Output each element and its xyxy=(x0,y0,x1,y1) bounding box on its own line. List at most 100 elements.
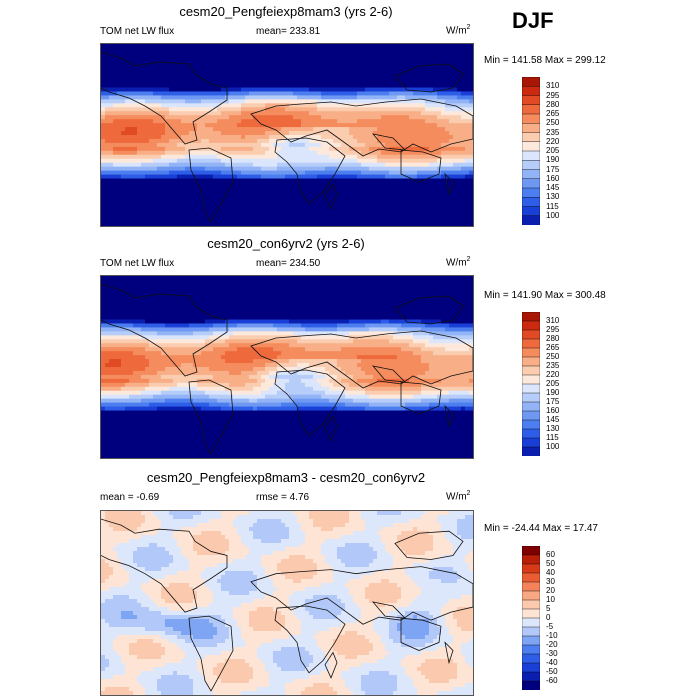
colorbar-tick-label: 295 xyxy=(546,325,560,334)
colorbar-swatch xyxy=(522,563,540,574)
colorbar-swatch xyxy=(522,197,540,208)
panel-2-map xyxy=(100,275,474,459)
colorbar-tick-label: 175 xyxy=(546,164,560,174)
heatmap-field xyxy=(101,276,473,458)
colorbar-swatch xyxy=(522,206,540,217)
colorbar-tick-label: 40 xyxy=(546,568,555,577)
colorbar-swatch xyxy=(522,599,540,610)
colorbar-swatch xyxy=(522,653,540,664)
colorbar-swatch xyxy=(522,178,540,189)
panel-1-variable: TOM net LW flux xyxy=(100,26,175,37)
colorbar-swatch xyxy=(522,160,540,171)
colorbar-swatch xyxy=(522,680,540,690)
colorbar-swatch xyxy=(522,365,540,376)
colorbar-tick-label: 310 xyxy=(546,81,560,91)
colorbar-swatch xyxy=(522,392,540,403)
panel-2-variable: TOM net LW flux xyxy=(100,258,175,269)
colorbar-swatch xyxy=(522,123,540,134)
colorbar-swatch xyxy=(522,437,540,448)
coastlines xyxy=(101,51,473,223)
colorbar-swatch xyxy=(522,383,540,394)
colorbar-swatch xyxy=(522,77,540,87)
colorbar-tick-label: 100 xyxy=(546,210,560,220)
panel-1-mean: mean= 233.81 xyxy=(256,26,321,37)
colorbar-tick-label: 130 xyxy=(546,424,560,433)
colorbar-tick-label: 20 xyxy=(546,586,555,595)
colorbar-swatch xyxy=(522,546,540,556)
panel-1-units: W/m2 xyxy=(446,24,471,37)
panel-3-units: W/m2 xyxy=(446,490,471,503)
colorbar-swatch xyxy=(522,572,540,583)
colorbar-swatch xyxy=(522,590,540,601)
colorbar-swatch xyxy=(522,187,540,198)
colorbar-tick-label: 265 xyxy=(546,109,560,118)
panel-2-minmax: Min = 141.90 Max = 300.48 xyxy=(484,290,606,301)
colorbar-swatch xyxy=(522,671,540,682)
colorbar-swatch xyxy=(522,320,540,331)
colorbar-swatch xyxy=(522,419,540,430)
colorbar-tick-label: -40 xyxy=(546,658,558,667)
colorbar-swatch xyxy=(522,132,540,143)
colorbar-tick-label: 220 xyxy=(546,136,560,146)
colorbar-tick-label: 205 xyxy=(546,146,560,155)
colorbar-tick-label: 130 xyxy=(546,192,560,202)
colorbar-swatch xyxy=(522,312,540,322)
season-label: DJF xyxy=(512,8,554,33)
panel-2-title: cesm20_con6yrv2 (yrs 2-6) xyxy=(207,236,365,251)
panel-2-colorbar xyxy=(522,312,540,456)
colorbar-swatch xyxy=(522,662,540,673)
colorbar-swatch xyxy=(522,86,540,97)
colorbar-swatch xyxy=(522,150,540,161)
coastlines xyxy=(101,283,473,455)
colorbar-swatch xyxy=(522,626,540,637)
colorbar-tick-label: 205 xyxy=(546,379,560,388)
panel-3-rmse: rmse = 4.76 xyxy=(256,492,310,503)
panel-2-units: W/m2 xyxy=(446,256,471,269)
colorbar-tick-label: 235 xyxy=(546,361,560,370)
colorbar-tick-label: 310 xyxy=(546,316,560,325)
panel-1-map xyxy=(100,43,474,227)
colorbar-swatch xyxy=(522,446,540,456)
colorbar-tick-label: 235 xyxy=(546,127,560,137)
colorbar-swatch xyxy=(522,104,540,115)
colorbar-tick-label: 115 xyxy=(546,201,559,211)
colorbar-tick-label: -50 xyxy=(546,667,558,676)
colorbar-swatch xyxy=(522,635,540,646)
colorbar-swatch xyxy=(522,428,540,439)
colorbar-tick-label: 295 xyxy=(546,90,560,100)
colorbar-swatch xyxy=(522,347,540,358)
colorbar-tick-label: 160 xyxy=(546,406,560,415)
panel-1-title: cesm20_Pengfeiexp8mam3 (yrs 2-6) xyxy=(179,4,393,19)
colorbar-tick-label: 160 xyxy=(546,173,560,183)
colorbar-swatch xyxy=(522,608,540,619)
colorbar-tick-label: 60 xyxy=(546,550,555,559)
panel-3-mean: mean = -0.69 xyxy=(100,492,160,503)
colorbar-swatch xyxy=(522,169,540,180)
colorbar-swatch xyxy=(522,356,540,367)
colorbar-tick-label: 280 xyxy=(546,334,560,343)
colorbar-swatch xyxy=(522,215,540,225)
colorbar-tick-label: 145 xyxy=(546,415,560,424)
colorbar-tick-label: -20 xyxy=(546,640,558,649)
colorbar-tick-label: 220 xyxy=(546,370,560,379)
colorbar-swatch xyxy=(522,329,540,340)
colorbar-tick-label: 5 xyxy=(546,604,551,613)
colorbar-tick-label: -5 xyxy=(546,622,554,631)
colorbar-swatch xyxy=(522,581,540,592)
colorbar-swatch xyxy=(522,95,540,106)
colorbar-tick-label: 250 xyxy=(546,352,560,361)
colorbar-tick-label: -30 xyxy=(546,649,558,658)
coastlines xyxy=(101,518,473,692)
colorbar-swatch xyxy=(522,338,540,349)
colorbar-tick-label: 265 xyxy=(546,343,560,352)
colorbar-swatch xyxy=(522,410,540,421)
colorbar-tick-label: -10 xyxy=(546,631,558,640)
colorbar-tick-label: 10 xyxy=(546,595,555,604)
colorbar-tick-label: 190 xyxy=(546,155,560,165)
colorbar-tick-label: 0 xyxy=(546,613,551,622)
colorbar-tick-label: 30 xyxy=(546,577,555,586)
colorbar-swatch xyxy=(522,374,540,385)
colorbar-swatch xyxy=(522,617,540,628)
colorbar-tick-label: 190 xyxy=(546,388,560,397)
colorbar-swatch xyxy=(522,554,540,565)
